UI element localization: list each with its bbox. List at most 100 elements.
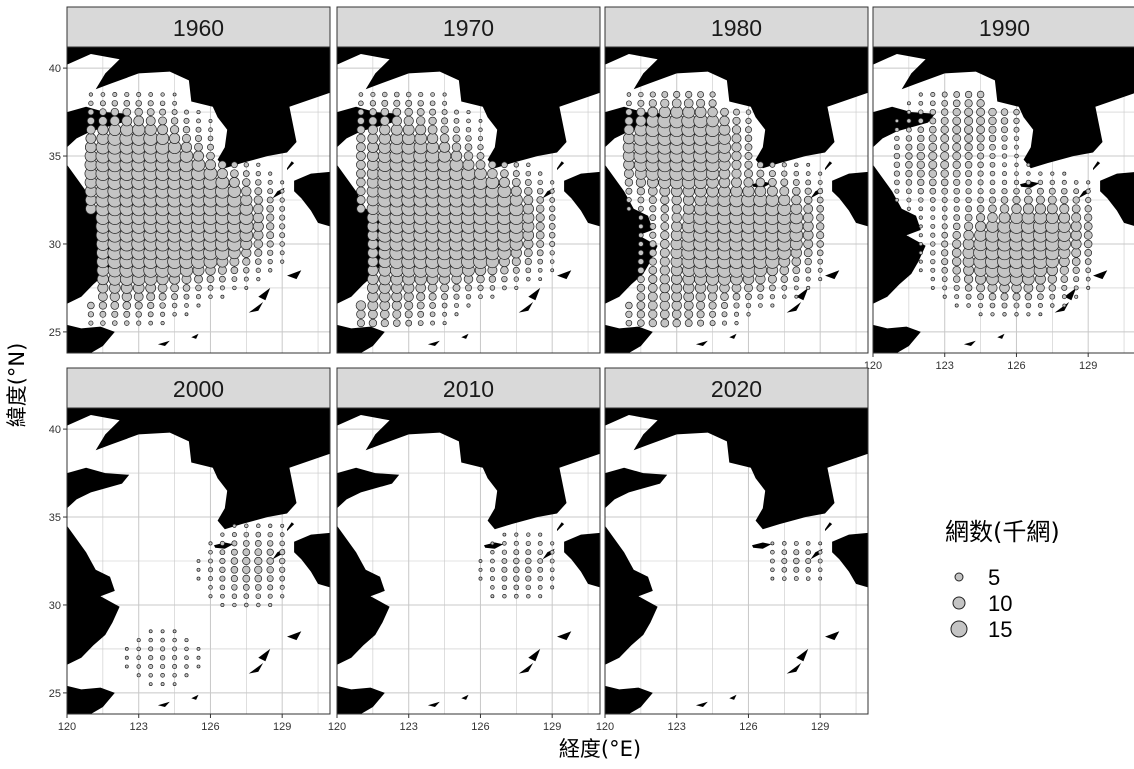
- bubble-point: [930, 232, 936, 238]
- bubble-point: [405, 319, 413, 327]
- bubble-point: [196, 567, 201, 572]
- bubble-point: [181, 133, 192, 143]
- bubble-point: [254, 556, 263, 566]
- bubble-point: [536, 240, 545, 248]
- bubble-point: [148, 646, 154, 652]
- bubble-point: [626, 206, 632, 212]
- bubble-point: [279, 549, 286, 556]
- bubble-point: [793, 549, 800, 556]
- bubble-point: [941, 187, 949, 195]
- bubble-point: [930, 285, 935, 290]
- bubble-point: [805, 567, 811, 573]
- land-mass: [729, 333, 737, 339]
- bubble-point: [134, 107, 143, 117]
- bubble-point: [430, 92, 435, 97]
- bubble-point: [136, 638, 141, 643]
- bubble-point: [648, 283, 658, 293]
- bubble-point: [978, 302, 984, 309]
- bubble-point: [768, 178, 777, 187]
- bubble-point: [230, 266, 239, 275]
- bubble-point: [267, 249, 274, 256]
- bubble-point: [805, 179, 812, 186]
- bubble-point: [193, 150, 204, 162]
- bubble-point: [243, 162, 249, 168]
- facet-label: 1960: [173, 15, 224, 41]
- bubble-point: [526, 532, 531, 537]
- x-tick-label: 120: [328, 721, 346, 733]
- bubble-point: [721, 320, 728, 326]
- bubble-point: [255, 593, 262, 599]
- land-mass: [796, 648, 809, 662]
- bubble-point: [391, 300, 402, 311]
- bubble-point: [356, 168, 366, 179]
- bubble-point: [254, 565, 263, 574]
- bubble-point: [279, 532, 285, 537]
- bubble-point: [905, 179, 913, 186]
- bubble-point: [952, 125, 962, 135]
- bubble-point: [780, 178, 789, 187]
- bubble-point: [1036, 187, 1044, 195]
- bubble-point: [940, 151, 950, 161]
- bubble-point: [510, 185, 522, 197]
- bubble-point: [794, 162, 799, 167]
- bubble-point: [124, 91, 130, 98]
- bubble-point: [623, 124, 635, 135]
- bubble-point: [357, 117, 365, 125]
- bubble-point: [918, 92, 923, 97]
- bubble-point: [977, 293, 984, 301]
- land-mass: [873, 164, 926, 304]
- bubble-point: [977, 188, 984, 195]
- bubble-point: [1036, 283, 1045, 293]
- bubble-point: [416, 292, 426, 302]
- bubble-point: [526, 276, 531, 282]
- bubble-point: [817, 558, 823, 564]
- land-mass: [67, 467, 130, 509]
- bubble-point: [513, 575, 520, 582]
- bubble-point: [466, 118, 471, 124]
- bubble-point: [454, 109, 459, 115]
- bubble-point: [405, 99, 413, 107]
- bubble-point: [536, 249, 544, 257]
- bubble-point: [928, 169, 938, 178]
- facet-strip: [872, 6, 1134, 48]
- bubble-point: [490, 294, 495, 299]
- bubble-point: [253, 239, 263, 249]
- land-mass: [825, 270, 840, 280]
- y-tick-label: 30: [49, 239, 61, 251]
- bubble-point: [208, 585, 213, 590]
- bubble-point: [536, 187, 544, 195]
- bubble-point: [1000, 108, 1009, 116]
- bubble-point: [1001, 135, 1008, 142]
- bubble-point: [793, 540, 799, 546]
- bubble-point: [88, 100, 94, 106]
- bubble-point: [216, 168, 228, 180]
- bubble-point: [537, 258, 544, 265]
- land-mass: [427, 340, 440, 346]
- bubble-point: [160, 663, 166, 670]
- bubble-point: [218, 160, 227, 170]
- bubble-point: [241, 186, 252, 197]
- bubble-point: [660, 230, 670, 240]
- bubble-point: [266, 566, 274, 574]
- bubble-point: [745, 302, 752, 309]
- bubble-point: [963, 229, 974, 241]
- bubble-point: [818, 576, 823, 581]
- bubble-point: [976, 205, 985, 213]
- bubble-point: [465, 294, 472, 300]
- bubble-point: [942, 294, 947, 299]
- bubble-point: [513, 162, 519, 168]
- bubble-point: [659, 273, 670, 285]
- bubble-point: [930, 250, 936, 256]
- bubble-point: [159, 302, 166, 309]
- bubble-point: [513, 566, 520, 574]
- bubble-point: [231, 593, 238, 599]
- land-mass: [963, 340, 976, 346]
- bubble-point: [231, 161, 238, 169]
- bubble-point: [816, 249, 824, 257]
- bubble-point: [253, 195, 263, 205]
- bubble-point: [746, 312, 751, 317]
- bubble-point: [731, 142, 742, 153]
- bubble-point: [684, 319, 693, 328]
- bubble-point: [392, 107, 402, 117]
- bubble-point: [219, 557, 226, 565]
